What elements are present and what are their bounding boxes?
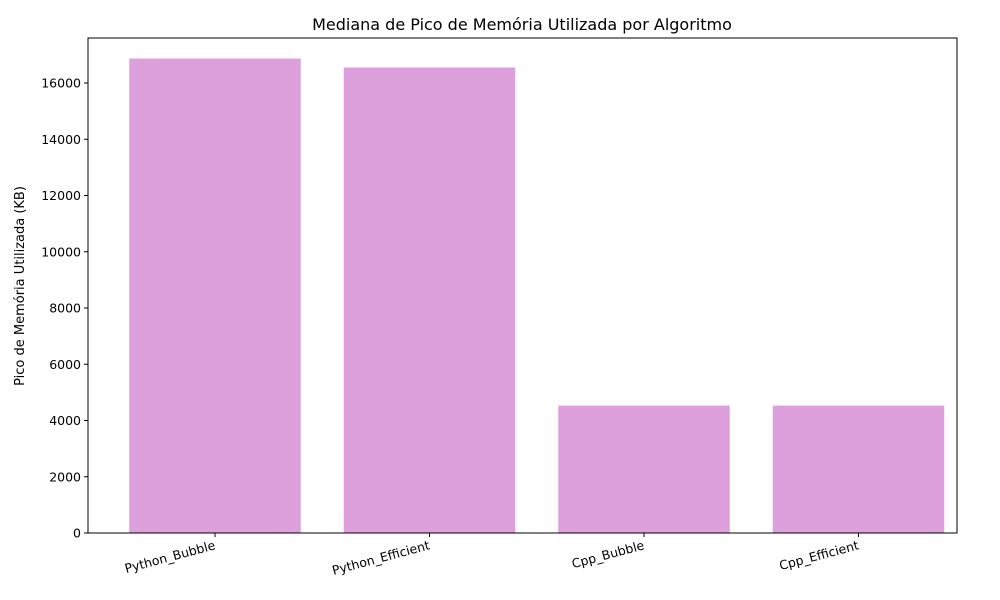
x-tick-label: Python_Bubble [123,537,217,576]
bar-cpp-bubble [558,405,730,533]
y-axis: 0 2000 4000 6000 8000 10000 12000 14000 16000 [41,76,88,541]
y-tick-label: 10000 [41,244,81,259]
y-tick-label: 4000 [49,413,81,428]
x-axis: Python_Bubble Python_Efficient Cpp_Bubble C… [123,533,860,578]
x-tick-label: Python_Efficient [330,537,431,578]
x-tick-label: Cpp_Efficient [777,537,860,573]
x-tick-label: Cpp_Bubble [570,537,646,571]
y-tick-label: 12000 [41,188,81,203]
bar-python-bubble [129,58,301,533]
bar-python-efficient [343,67,516,533]
y-tick-label: 6000 [49,357,81,372]
chart-title: Mediana de Pico de Memória Utilizada por… [312,15,732,34]
y-tick-label: 14000 [41,132,81,147]
plot-frame [87,37,958,534]
bar-cpp-efficient [772,405,945,533]
bars-group [129,58,945,533]
y-axis-title: Pico de Memória Utilizada (KB) [13,186,28,386]
y-tick-label: 2000 [49,469,81,484]
y-tick-label: 8000 [49,301,81,316]
y-tick-label: 0 [73,526,81,541]
y-tick-label: 16000 [41,76,81,91]
